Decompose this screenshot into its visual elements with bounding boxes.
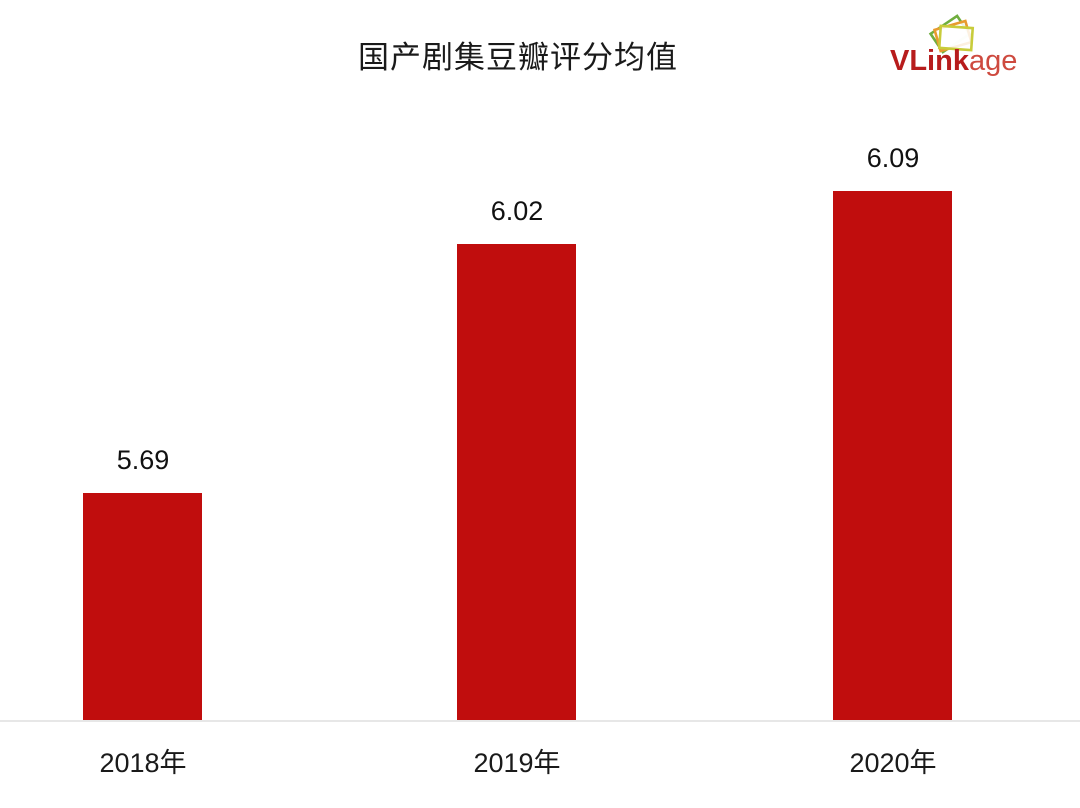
bar-value-label: 5.69 bbox=[116, 445, 170, 475]
bar bbox=[833, 191, 952, 720]
x-axis-label: 2019年 bbox=[473, 748, 561, 778]
x-axis-line bbox=[0, 720, 1080, 722]
chart-title: 国产剧集豆瓣评分均值 bbox=[358, 40, 678, 75]
bar-value-label: 6.09 bbox=[866, 143, 920, 173]
logo-text: VLinkage bbox=[890, 46, 1017, 76]
stacked-cards-icon bbox=[928, 14, 975, 54]
bar-value-label: 6.02 bbox=[490, 196, 544, 226]
x-axis-label: 2020年 bbox=[849, 748, 937, 778]
logo-text-light: age bbox=[968, 45, 1018, 77]
bar bbox=[83, 493, 202, 720]
logo-text-bold: VLink bbox=[890, 45, 969, 77]
vlinkage-logo: VLinkage bbox=[890, 14, 1022, 76]
bar bbox=[457, 244, 576, 720]
x-axis-label: 2018年 bbox=[99, 748, 187, 778]
